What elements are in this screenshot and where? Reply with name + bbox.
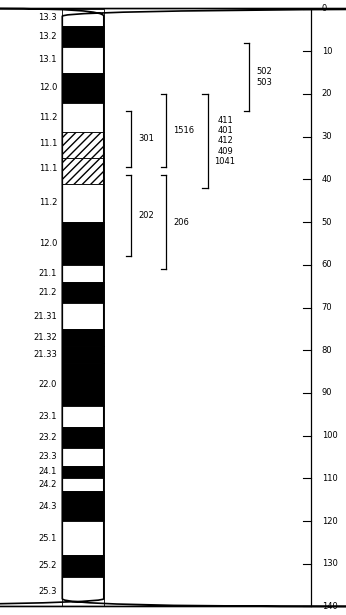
Bar bbox=[62, 478, 104, 491]
Text: 301: 301 bbox=[138, 134, 154, 143]
Text: 25.2: 25.2 bbox=[39, 561, 57, 570]
Text: 1516: 1516 bbox=[173, 125, 194, 135]
Text: 11.1: 11.1 bbox=[39, 164, 57, 173]
Text: 22.0: 22.0 bbox=[39, 380, 57, 389]
Text: 60: 60 bbox=[322, 260, 333, 269]
Bar bbox=[62, 491, 104, 521]
Text: 110: 110 bbox=[322, 474, 338, 483]
Bar bbox=[62, 303, 104, 329]
Text: 13.2: 13.2 bbox=[39, 32, 57, 41]
Text: 202: 202 bbox=[138, 211, 154, 220]
Bar bbox=[62, 73, 104, 103]
Bar bbox=[62, 222, 104, 265]
Text: 11.2: 11.2 bbox=[39, 199, 57, 207]
Bar bbox=[62, 521, 104, 555]
Text: 21.2: 21.2 bbox=[39, 288, 57, 297]
Text: 90: 90 bbox=[322, 389, 332, 397]
Text: 20: 20 bbox=[322, 89, 332, 98]
Text: 25.3: 25.3 bbox=[39, 587, 57, 596]
Text: 24.3: 24.3 bbox=[39, 502, 57, 510]
Text: 23.3: 23.3 bbox=[38, 453, 57, 461]
Text: 140: 140 bbox=[322, 602, 338, 611]
Bar bbox=[62, 555, 104, 577]
Text: 21.31: 21.31 bbox=[33, 312, 57, 320]
Text: 130: 130 bbox=[322, 559, 338, 568]
Text: 21.33: 21.33 bbox=[33, 350, 57, 359]
Text: 70: 70 bbox=[322, 303, 333, 312]
Bar bbox=[62, 329, 104, 346]
Text: 11.2: 11.2 bbox=[39, 113, 57, 122]
Text: 50: 50 bbox=[322, 218, 332, 226]
Text: 24.2: 24.2 bbox=[39, 480, 57, 490]
Text: 30: 30 bbox=[322, 132, 333, 141]
Text: 12.0: 12.0 bbox=[39, 239, 57, 248]
Text: 23.1: 23.1 bbox=[39, 412, 57, 421]
Text: 13.3: 13.3 bbox=[38, 12, 57, 22]
Bar bbox=[62, 346, 104, 363]
Text: 80: 80 bbox=[322, 346, 333, 355]
Bar bbox=[62, 158, 104, 184]
Bar bbox=[62, 103, 104, 132]
Bar bbox=[62, 26, 104, 47]
Bar bbox=[62, 265, 104, 282]
Bar bbox=[62, 427, 104, 448]
Text: 411
401
412
409
1041: 411 401 412 409 1041 bbox=[215, 116, 236, 166]
Text: 0: 0 bbox=[322, 4, 327, 13]
Text: 12.0: 12.0 bbox=[39, 83, 57, 92]
Bar bbox=[62, 184, 104, 222]
Bar bbox=[62, 132, 104, 158]
Text: 13.1: 13.1 bbox=[39, 55, 57, 65]
Text: 502
503: 502 503 bbox=[256, 67, 272, 87]
Bar bbox=[62, 282, 104, 303]
Text: 40: 40 bbox=[322, 175, 332, 184]
Text: 21.1: 21.1 bbox=[39, 269, 57, 278]
Text: 10: 10 bbox=[322, 47, 332, 56]
Text: 206: 206 bbox=[173, 218, 189, 226]
Bar bbox=[62, 47, 104, 73]
Bar bbox=[62, 406, 104, 427]
Text: 24.1: 24.1 bbox=[39, 467, 57, 477]
Bar bbox=[62, 363, 104, 406]
Text: 120: 120 bbox=[322, 517, 338, 526]
Bar bbox=[62, 577, 104, 606]
Text: 21.32: 21.32 bbox=[33, 333, 57, 342]
Bar bbox=[62, 466, 104, 478]
Bar bbox=[62, 9, 104, 26]
Bar bbox=[62, 448, 104, 466]
Text: 23.2: 23.2 bbox=[39, 433, 57, 442]
Text: 25.1: 25.1 bbox=[39, 534, 57, 542]
Text: 100: 100 bbox=[322, 431, 338, 440]
Text: 11.1: 11.1 bbox=[39, 138, 57, 148]
